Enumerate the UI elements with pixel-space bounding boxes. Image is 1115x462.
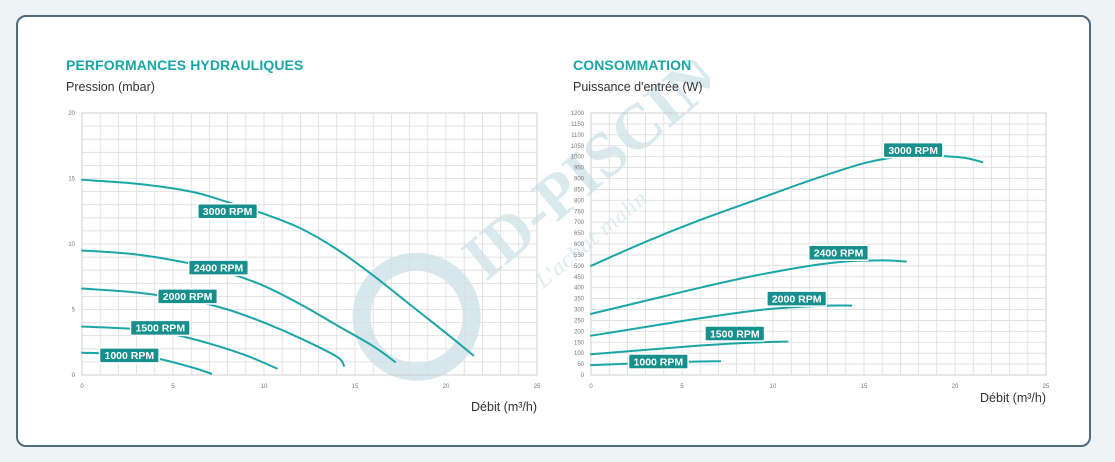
y-tick-label: 1150 xyxy=(571,122,585,128)
y-tick-label: 400 xyxy=(574,286,585,292)
y-tick-label: 0 xyxy=(581,373,585,379)
y-tick-label: 300 xyxy=(574,308,585,314)
y-axis-label-consumption: Puissance d'entrée (W) xyxy=(573,80,703,94)
series-label: 1500 RPM xyxy=(710,328,760,340)
y-tick-label: 350 xyxy=(574,297,585,303)
x-tick-label: 20 xyxy=(443,384,450,390)
x-tick-label: 10 xyxy=(261,384,268,390)
y-tick-label: 850 xyxy=(574,187,585,193)
x-axis-label: Débit (m³/h) xyxy=(980,391,1046,405)
x-tick-label: 0 xyxy=(589,384,593,390)
y-tick-label: 1200 xyxy=(571,111,585,117)
y-tick-label: 20 xyxy=(68,111,75,117)
y-tick-label: 450 xyxy=(574,275,585,281)
series-label: 2000 RPM xyxy=(772,293,822,305)
x-tick-label: 20 xyxy=(952,384,959,390)
y-tick-label: 750 xyxy=(574,209,585,215)
x-tick-label: 0 xyxy=(80,384,84,390)
series-label-badge xyxy=(197,203,259,220)
chart-title-pressure: PERFORMANCES HYDRAULIQUES xyxy=(66,57,304,73)
series-label-badge xyxy=(882,141,944,159)
series-line xyxy=(81,178,475,357)
series-label: 2400 RPM xyxy=(194,262,244,274)
y-tick-label: 15 xyxy=(68,177,75,183)
series-label-badge xyxy=(704,325,766,342)
series-line xyxy=(81,287,346,367)
series-label: 2400 RPM xyxy=(814,248,864,260)
y-tick-label: 100 xyxy=(574,351,585,357)
y-tick-label: 500 xyxy=(574,264,585,270)
y-tick-label: 150 xyxy=(574,340,585,346)
series-label: 1000 RPM xyxy=(105,350,155,362)
series-label-badge xyxy=(157,288,219,305)
series-label: 3000 RPM xyxy=(203,206,253,218)
grid xyxy=(590,112,1047,376)
y-tick-label: 950 xyxy=(574,166,585,172)
series-line xyxy=(590,154,984,267)
x-tick-label: 25 xyxy=(534,384,541,390)
series-label: 3000 RPM xyxy=(888,145,938,157)
y-tick-label: 200 xyxy=(574,329,585,335)
chart-title-consumption: CONSOMMATION xyxy=(573,57,692,73)
plot-area xyxy=(590,112,1047,376)
y-tick-label: 800 xyxy=(574,198,585,204)
y-tick-label: 0 xyxy=(72,373,76,379)
x-tick-label: 10 xyxy=(770,384,777,390)
series-label: 1500 RPM xyxy=(135,323,185,335)
y-tick-label: 600 xyxy=(574,242,585,248)
series-label-badge xyxy=(98,347,160,364)
series-label: 1000 RPM xyxy=(634,356,684,368)
y-tick-label: 700 xyxy=(574,220,585,226)
series-label-badge xyxy=(187,259,250,276)
y-tick-label: 10 xyxy=(68,242,75,248)
x-tick-label: 5 xyxy=(171,384,175,390)
series-label-badge xyxy=(129,319,191,337)
series-label-badge xyxy=(807,244,870,261)
plot-area xyxy=(81,112,538,376)
y-tick-label: 1000 xyxy=(571,155,585,161)
y-tick-label: 50 xyxy=(577,362,584,368)
y-tick-label: 250 xyxy=(574,318,585,324)
x-tick-label: 15 xyxy=(861,384,868,390)
series-label: 2000 RPM xyxy=(163,291,213,303)
y-tick-label: 1050 xyxy=(571,144,585,150)
x-tick-label: 5 xyxy=(680,384,684,390)
series-label-badge xyxy=(766,290,828,307)
y-tick-label: 550 xyxy=(574,253,585,259)
y-tick-label: 650 xyxy=(574,231,585,237)
series-label-badge xyxy=(627,353,689,370)
y-tick-label: 5 xyxy=(72,308,76,314)
x-tick-label: 15 xyxy=(352,384,359,390)
x-tick-label: 25 xyxy=(1043,384,1050,390)
series-line xyxy=(590,340,789,356)
series-line xyxy=(590,304,853,337)
series-line xyxy=(81,249,397,363)
y-tick-label: 1100 xyxy=(571,133,585,139)
y-axis-label-pressure: Pression (mbar) xyxy=(66,80,155,94)
x-axis-label: Débit (m³/h) xyxy=(471,400,537,414)
series-line xyxy=(590,259,907,315)
y-tick-label: 900 xyxy=(574,177,585,183)
